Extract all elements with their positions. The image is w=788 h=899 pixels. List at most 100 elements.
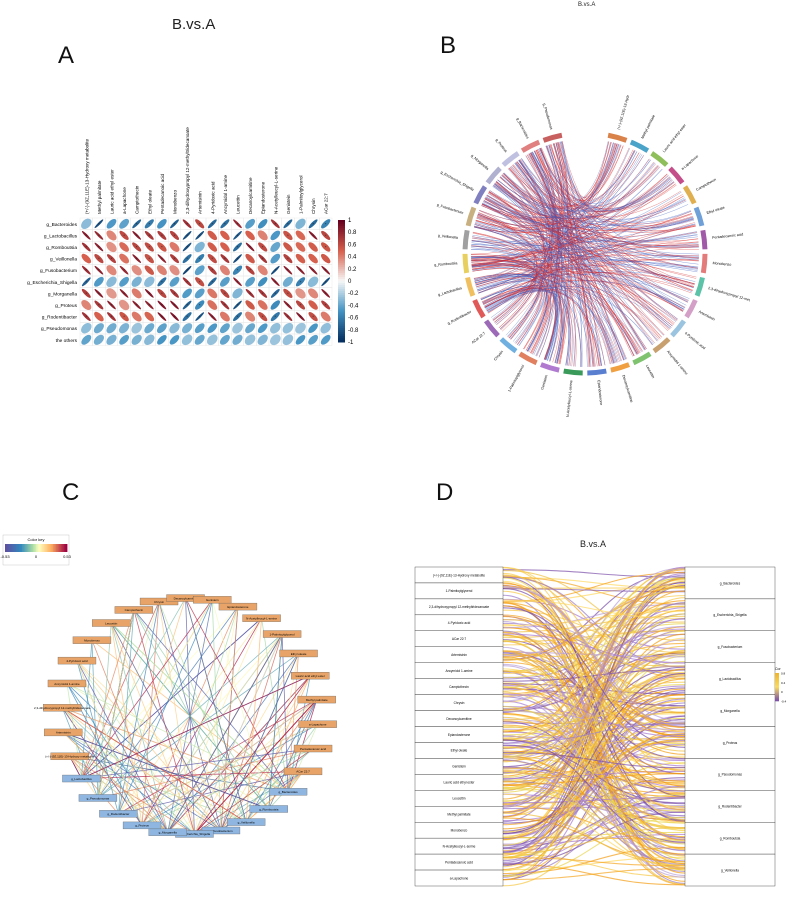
significance-mark: * (161, 291, 163, 296)
sankey-flow (502, 654, 686, 667)
heatmap-ellipse (170, 288, 179, 298)
network-edge (158, 601, 195, 834)
sankey-legend-segment (775, 674, 779, 677)
colorbar-segment (338, 228, 345, 231)
chord-sector-label: Methyl palmitate (640, 114, 655, 139)
chord-sector-arc (682, 185, 697, 205)
heatmap-ellipse (107, 312, 116, 322)
heatmap-ellipse (220, 242, 230, 252)
heatmap-row-label: g_Romboutsia (46, 245, 77, 251)
sankey-left-label: Lauric acid ethyl ester (443, 781, 475, 785)
significance-mark: * (186, 303, 188, 308)
heatmap-ellipse (81, 312, 91, 322)
significance-mark: * (136, 256, 138, 261)
heatmap-ellipse (81, 242, 91, 252)
sankey-flow (502, 705, 686, 845)
significance-mark: * (287, 314, 289, 319)
color-key-segment (59, 544, 62, 552)
heatmap-ellipse (220, 288, 230, 298)
panel-label-d: D (436, 479, 454, 506)
network-edge (268, 634, 283, 810)
sankey-legend-segment (775, 687, 779, 689)
sankey-legend-segment (775, 675, 779, 678)
colorbar-segment (338, 333, 345, 337)
significance-mark: * (237, 245, 239, 250)
network-edge (167, 675, 311, 833)
chord-link (482, 279, 684, 311)
color-key-segment (39, 544, 42, 552)
heatmap-ellipse (194, 288, 205, 299)
color-key-segment (56, 544, 59, 552)
heatmap-ellipse (182, 300, 192, 310)
metabolite-node (262, 630, 302, 638)
heatmap-ellipse (258, 242, 268, 252)
significance-mark: * (123, 233, 125, 238)
sankey-flow (502, 582, 686, 874)
heatmap-ellipse (107, 300, 116, 310)
heatmap-ellipse (308, 253, 318, 264)
network-node-label: ACar 22:7 (296, 770, 310, 774)
heatmap-ellipse (144, 230, 154, 240)
sankey-flow (502, 600, 686, 733)
sankey-flow (502, 741, 686, 783)
significance-mark: * (149, 245, 151, 250)
colorbar-segment (338, 232, 345, 235)
chord-link (518, 145, 561, 346)
heatmap-ellipse (321, 300, 331, 310)
color-key-segment (18, 544, 21, 552)
sankey-left-label: Chrysin (454, 701, 465, 705)
chord-link (509, 166, 679, 320)
heatmap-ellipse (308, 311, 318, 322)
significance-mark: * (287, 221, 289, 226)
heatmap-ellipse (106, 323, 117, 334)
network-edge (91, 640, 169, 833)
heatmap-ellipse (157, 230, 167, 240)
heatmap-ellipse (295, 277, 306, 287)
heatmap-ellipse (219, 265, 230, 276)
network-edge (194, 675, 311, 835)
chord-link (549, 144, 675, 211)
chord-sector-label: N-Acetylleucyl-L-serine (566, 380, 574, 417)
sankey-legend-segment (775, 698, 779, 700)
color-key-segment (37, 544, 40, 552)
colorbar-segment (338, 250, 345, 254)
network-node-label: Leucettin (105, 621, 118, 625)
sankey-left-label: N-Acetylleucyl-L-serine (443, 844, 476, 848)
heatmap-ellipse (296, 312, 305, 321)
network-edge (97, 609, 135, 799)
heatmap-ellipse (257, 323, 268, 334)
sankey-right-node (684, 726, 776, 759)
colorbar-segment (338, 226, 345, 229)
chord-sector-arc (700, 229, 708, 250)
network-edge (97, 748, 314, 799)
significance-mark: * (300, 279, 302, 284)
correlation-heatmap: (+/-)-(9Z,11E)-13-Hydroxy metabolite Meth… (27, 127, 359, 346)
colorbar-segment (338, 274, 345, 278)
chord-link (558, 142, 699, 260)
sankey-left-label: Camptothecin (449, 685, 469, 689)
sankey-legend-segment (775, 683, 779, 685)
heatmap-ellipse (257, 334, 268, 345)
chord-link (553, 143, 603, 366)
heatmap-ellipse (106, 276, 117, 288)
microbe-node (99, 810, 138, 818)
network-edge (62, 707, 247, 823)
significance-mark: * (325, 279, 327, 284)
heatmap-ellipse (194, 334, 205, 345)
significance-mark: * (275, 279, 277, 284)
chord-link (503, 143, 619, 208)
significance-mark: * (136, 233, 138, 238)
network-node-label: Camptothecin (125, 608, 144, 612)
sankey-legend-segment (775, 693, 779, 695)
sankey-flow (502, 722, 686, 804)
colorbar-segment (338, 281, 345, 284)
chord-link (471, 248, 591, 367)
network-edge (245, 699, 318, 823)
significance-mark: * (325, 245, 327, 250)
network-edge (167, 699, 318, 833)
heatmap-ellipse (144, 289, 154, 298)
heatmap-ellipse (94, 289, 104, 298)
metabolite-node (50, 752, 89, 761)
heatmap-ellipse (81, 231, 91, 240)
heatmap-column-label: Camptothecin (135, 185, 140, 214)
